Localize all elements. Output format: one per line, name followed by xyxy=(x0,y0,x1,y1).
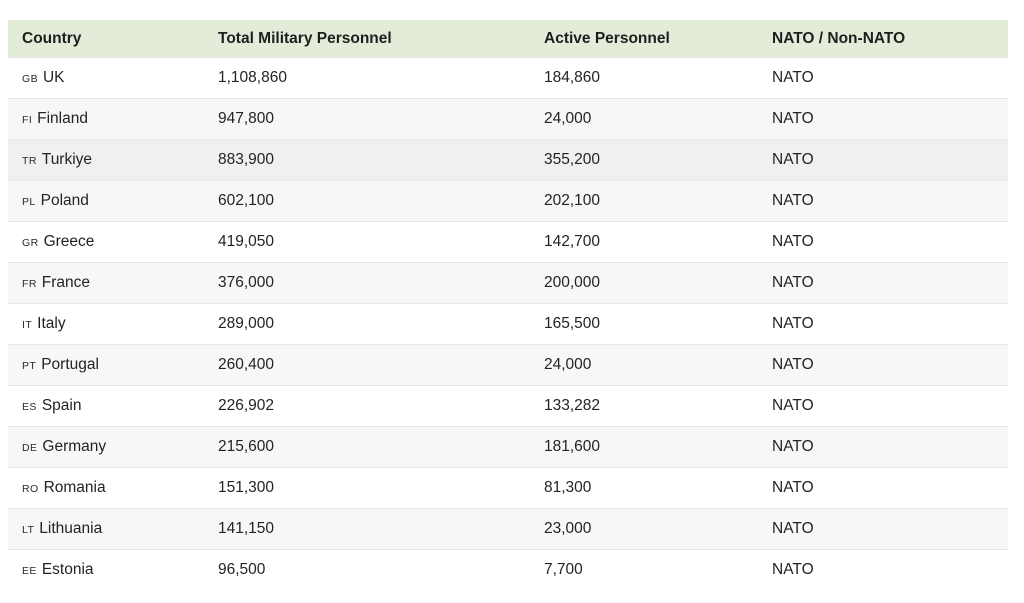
table-row[interactable]: ES Spain 226,902 133,282 NATO xyxy=(8,385,1008,427)
alliance-cell: NATO xyxy=(772,479,814,496)
alliance-cell: NATO xyxy=(772,69,814,86)
country-cell: FR France xyxy=(8,263,204,304)
country-name: Estonia xyxy=(41,561,94,578)
alliance-cell: NATO xyxy=(772,233,814,250)
country-name: Portugal xyxy=(41,356,99,373)
total-personnel-cell: 96,500 xyxy=(218,561,266,578)
total-personnel-cell: 602,100 xyxy=(218,192,275,209)
active-personnel-cell: 24,000 xyxy=(544,110,592,127)
column-header-active-personnel: Active Personnel xyxy=(530,20,758,58)
country-cell: IT Italy xyxy=(8,304,204,345)
country-flag-code: PT xyxy=(22,360,37,372)
country-name: Poland xyxy=(40,192,89,209)
page: Country Total Military Personnel Active … xyxy=(8,20,1008,590)
table-row[interactable]: GR Greece 419,050 142,700 NATO xyxy=(8,221,1008,263)
table-row[interactable]: PT Portugal 260,400 24,000 NATO xyxy=(8,344,1008,386)
table-row[interactable]: RO Romania 151,300 81,300 NATO xyxy=(8,467,1008,509)
table-header-row: Country Total Military Personnel Active … xyxy=(8,20,1008,58)
country-cell: LT Lithuania xyxy=(8,509,204,550)
country-flag-code: FR xyxy=(22,278,37,290)
total-personnel-cell: 376,000 xyxy=(218,274,275,291)
table-row[interactable]: PL Poland 602,100 202,100 NATO xyxy=(8,180,1008,222)
country-flag-code: LT xyxy=(22,524,35,536)
country-cell: TR Turkiye xyxy=(8,140,204,181)
column-header-total-personnel: Total Military Personnel xyxy=(204,20,530,58)
table-row[interactable]: FR France 376,000 200,000 NATO xyxy=(8,262,1008,304)
alliance-cell: NATO xyxy=(772,520,814,537)
active-personnel-cell: 23,000 xyxy=(544,520,592,537)
total-personnel-cell: 419,050 xyxy=(218,233,275,250)
country-name: Finland xyxy=(37,110,88,127)
active-personnel-cell: 200,000 xyxy=(544,274,601,291)
country-cell: ES Spain xyxy=(8,386,204,427)
total-personnel-cell: 289,000 xyxy=(218,315,275,332)
active-personnel-cell: 165,500 xyxy=(544,315,601,332)
country-flag-code: DE xyxy=(22,442,38,454)
table-row[interactable]: FI Finland 947,800 24,000 NATO xyxy=(8,98,1008,140)
country-flag-code: FI xyxy=(22,114,33,126)
country-cell: GR Greece xyxy=(8,222,204,263)
country-name: Lithuania xyxy=(39,520,103,537)
total-personnel-cell: 141,150 xyxy=(218,520,275,537)
active-personnel-cell: 81,300 xyxy=(544,479,592,496)
table-body: GB UK 1,108,860 184,860 NATO FI Finland 94… xyxy=(8,57,1008,591)
country-flag-code: IT xyxy=(22,319,33,331)
country-name: UK xyxy=(42,69,65,86)
alliance-cell: NATO xyxy=(772,110,814,127)
country-cell: PT Portugal xyxy=(8,345,204,386)
alliance-cell: NATO xyxy=(772,397,814,414)
table-row[interactable]: EE Estonia 96,500 7,700 NATO xyxy=(8,549,1008,591)
table-row[interactable]: TR Turkiye 883,900 355,200 NATO xyxy=(8,139,1008,181)
alliance-cell: NATO xyxy=(772,315,814,332)
country-name: Germany xyxy=(42,438,107,455)
country-flag-code: RO xyxy=(22,483,39,495)
active-personnel-cell: 142,700 xyxy=(544,233,601,250)
table-row[interactable]: DE Germany 215,600 181,600 NATO xyxy=(8,426,1008,468)
country-flag-code: EE xyxy=(22,565,37,577)
country-name: France xyxy=(41,274,91,291)
country-flag-code: TR xyxy=(22,155,37,167)
country-flag-code: GR xyxy=(22,237,39,249)
active-personnel-cell: 24,000 xyxy=(544,356,592,373)
country-flag-code: GB xyxy=(22,73,38,85)
total-personnel-cell: 883,900 xyxy=(218,151,275,168)
country-name: Turkiye xyxy=(41,151,93,168)
country-flag-code: PL xyxy=(22,196,36,208)
active-personnel-cell: 133,282 xyxy=(544,397,601,414)
active-personnel-cell: 184,860 xyxy=(544,69,601,86)
column-header-nato: NATO / Non-NATO xyxy=(758,20,1008,58)
total-personnel-cell: 215,600 xyxy=(218,438,275,455)
total-personnel-cell: 151,300 xyxy=(218,479,275,496)
military-personnel-table: Country Total Military Personnel Active … xyxy=(8,20,1008,590)
table-row[interactable]: IT Italy 289,000 165,500 NATO xyxy=(8,303,1008,345)
country-cell: RO Romania xyxy=(8,468,204,509)
alliance-cell: NATO xyxy=(772,356,814,373)
alliance-cell: NATO xyxy=(772,151,814,168)
active-personnel-cell: 181,600 xyxy=(544,438,601,455)
active-personnel-cell: 202,100 xyxy=(544,192,601,209)
country-cell: PL Poland xyxy=(8,181,204,222)
active-personnel-cell: 7,700 xyxy=(544,561,583,578)
country-cell: EE Estonia xyxy=(8,550,204,591)
country-cell: FI Finland xyxy=(8,99,204,140)
country-name: Romania xyxy=(43,479,106,496)
table-row[interactable]: LT Lithuania 141,150 23,000 NATO xyxy=(8,508,1008,550)
total-personnel-cell: 260,400 xyxy=(218,356,275,373)
country-flag-code: ES xyxy=(22,401,37,413)
country-name: Greece xyxy=(43,233,95,250)
active-personnel-cell: 355,200 xyxy=(544,151,601,168)
total-personnel-cell: 947,800 xyxy=(218,110,275,127)
alliance-cell: NATO xyxy=(772,192,814,209)
country-cell: DE Germany xyxy=(8,427,204,468)
table-row[interactable]: GB UK 1,108,860 184,860 NATO xyxy=(8,57,1008,99)
country-name: Spain xyxy=(41,397,82,414)
column-header-country: Country xyxy=(8,20,204,58)
alliance-cell: NATO xyxy=(772,274,814,291)
alliance-cell: NATO xyxy=(772,438,814,455)
total-personnel-cell: 1,108,860 xyxy=(218,69,287,86)
country-cell: GB UK xyxy=(8,58,204,99)
country-name: Italy xyxy=(37,315,66,332)
total-personnel-cell: 226,902 xyxy=(218,397,275,414)
alliance-cell: NATO xyxy=(772,561,814,578)
